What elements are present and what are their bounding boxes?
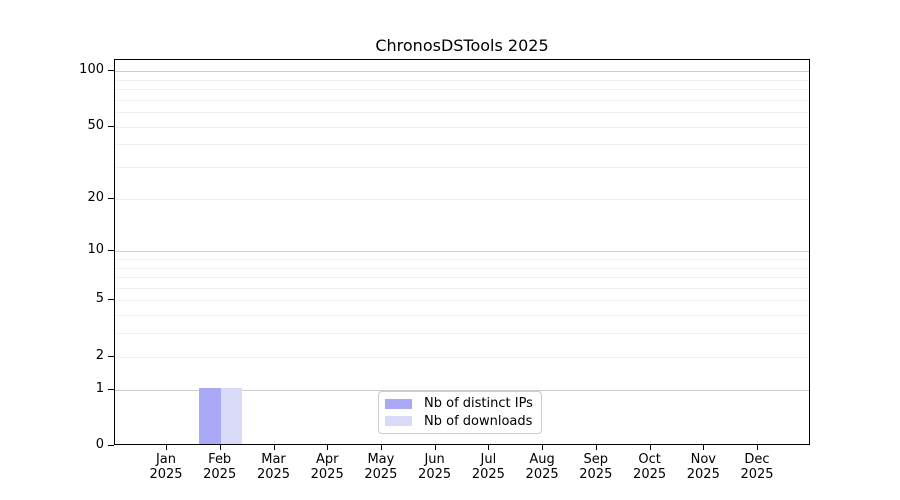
legend-row: Nb of downloads [385, 414, 535, 429]
year-label: 2025 [579, 467, 613, 482]
month-label: Dec [744, 452, 770, 467]
year-label: 2025 [149, 467, 183, 482]
y-tick-label: 50 [87, 117, 104, 133]
x-tick-mark [380, 445, 382, 450]
y-tick-label: 2 [95, 347, 104, 363]
bar-nb-of-downloads [220, 387, 243, 444]
year-label: 2025 [525, 467, 559, 482]
year-label: 2025 [633, 467, 667, 482]
y-tick-label: 100 [79, 62, 104, 77]
x-tick-label: Feb 2025 [188, 452, 252, 482]
x-tick-mark [703, 445, 705, 450]
x-tick-mark [273, 445, 275, 450]
minor-gridline [115, 112, 809, 113]
minor-gridline [115, 167, 809, 168]
legend-label: Nb of distinct IPs [424, 396, 533, 412]
x-tick-mark [649, 445, 651, 450]
y-tick-mark [108, 197, 114, 199]
y-tick-mark [108, 250, 114, 252]
x-tick-label: Dec 2025 [725, 452, 789, 482]
month-label: Feb [208, 452, 232, 467]
legend-swatch [385, 416, 412, 427]
month-label: Jun [424, 452, 445, 467]
legend-row: Nb of distinct IPs [385, 396, 535, 411]
minor-gridline [115, 88, 809, 90]
month-label: Nov [690, 452, 716, 467]
x-tick-mark [595, 445, 597, 450]
x-tick-label: May 2025 [349, 452, 413, 482]
minor-gridline [115, 258, 809, 260]
month-label: Jan [155, 452, 177, 467]
legend-swatch [385, 398, 412, 409]
year-label: 2025 [203, 467, 237, 482]
y-tick-label: 0 [95, 437, 104, 452]
y-tick-mark [108, 299, 114, 301]
y-tick-label: 10 [87, 242, 104, 258]
y-tick-label: 20 [87, 189, 104, 205]
x-tick-label: Oct 2025 [618, 452, 682, 482]
minor-gridline [115, 277, 809, 278]
x-tick-mark [488, 445, 490, 450]
x-tick-mark [757, 445, 758, 450]
x-tick-label: Jun 2025 [403, 452, 467, 482]
x-tick-label: Nov 2025 [671, 452, 735, 482]
y-tick-mark [108, 355, 114, 357]
chart-title: ChronosDSTools 2025 [375, 36, 549, 55]
plot-area [114, 59, 810, 445]
minor-gridline [115, 333, 809, 335]
y-tick-mark [108, 125, 114, 127]
x-tick-mark [327, 445, 329, 450]
minor-gridline [115, 126, 809, 128]
x-tick-label: Jul 2025 [456, 452, 520, 482]
x-tick-label: Apr 2025 [295, 452, 359, 482]
month-label: May [367, 452, 395, 467]
year-label: 2025 [471, 467, 505, 482]
year-label: 2025 [740, 467, 774, 482]
month-label: Mar [261, 452, 286, 467]
month-label: Sep [583, 452, 609, 467]
x-tick-label: Mar 2025 [242, 452, 306, 482]
bar-nb-of-distinct-ips [199, 387, 221, 444]
year-label: 2025 [310, 467, 344, 482]
y-tick-label: 1 [95, 380, 104, 396]
year-label: 2025 [418, 467, 452, 482]
x-tick-label: Aug 2025 [510, 452, 574, 482]
minor-gridline [115, 356, 809, 358]
year-label: 2025 [364, 467, 398, 482]
minor-gridline [115, 315, 809, 317]
x-tick-label: Sep 2025 [564, 452, 628, 482]
y-tick-mark [108, 70, 114, 71]
major-gridline [115, 389, 809, 391]
x-tick-mark [542, 445, 544, 450]
legend: Nb of distinct IPs Nb of downloads [378, 391, 542, 434]
x-tick-mark [166, 445, 167, 450]
year-label: 2025 [256, 467, 291, 482]
minor-gridline [115, 287, 809, 289]
minor-gridline [115, 267, 809, 269]
y-tick-mark [108, 388, 114, 390]
major-gridline [115, 71, 809, 72]
legend-label: Nb of downloads [424, 413, 533, 429]
month-label: Aug [529, 452, 555, 467]
x-tick-mark [219, 445, 221, 450]
year-label: 2025 [686, 467, 720, 482]
minor-gridline [115, 79, 809, 81]
major-gridline [115, 251, 809, 253]
minor-gridline [115, 99, 809, 101]
minor-gridline [115, 198, 809, 200]
minor-gridline [115, 144, 809, 146]
y-tick-label: 5 [95, 291, 104, 307]
month-label: Oct [638, 452, 661, 467]
minor-gridline [115, 300, 809, 302]
month-label: Jul [480, 452, 497, 467]
x-tick-label: Jan 2025 [134, 452, 198, 482]
x-tick-mark [434, 445, 436, 450]
y-tick-mark [108, 445, 114, 446]
month-label: Apr [315, 452, 339, 467]
